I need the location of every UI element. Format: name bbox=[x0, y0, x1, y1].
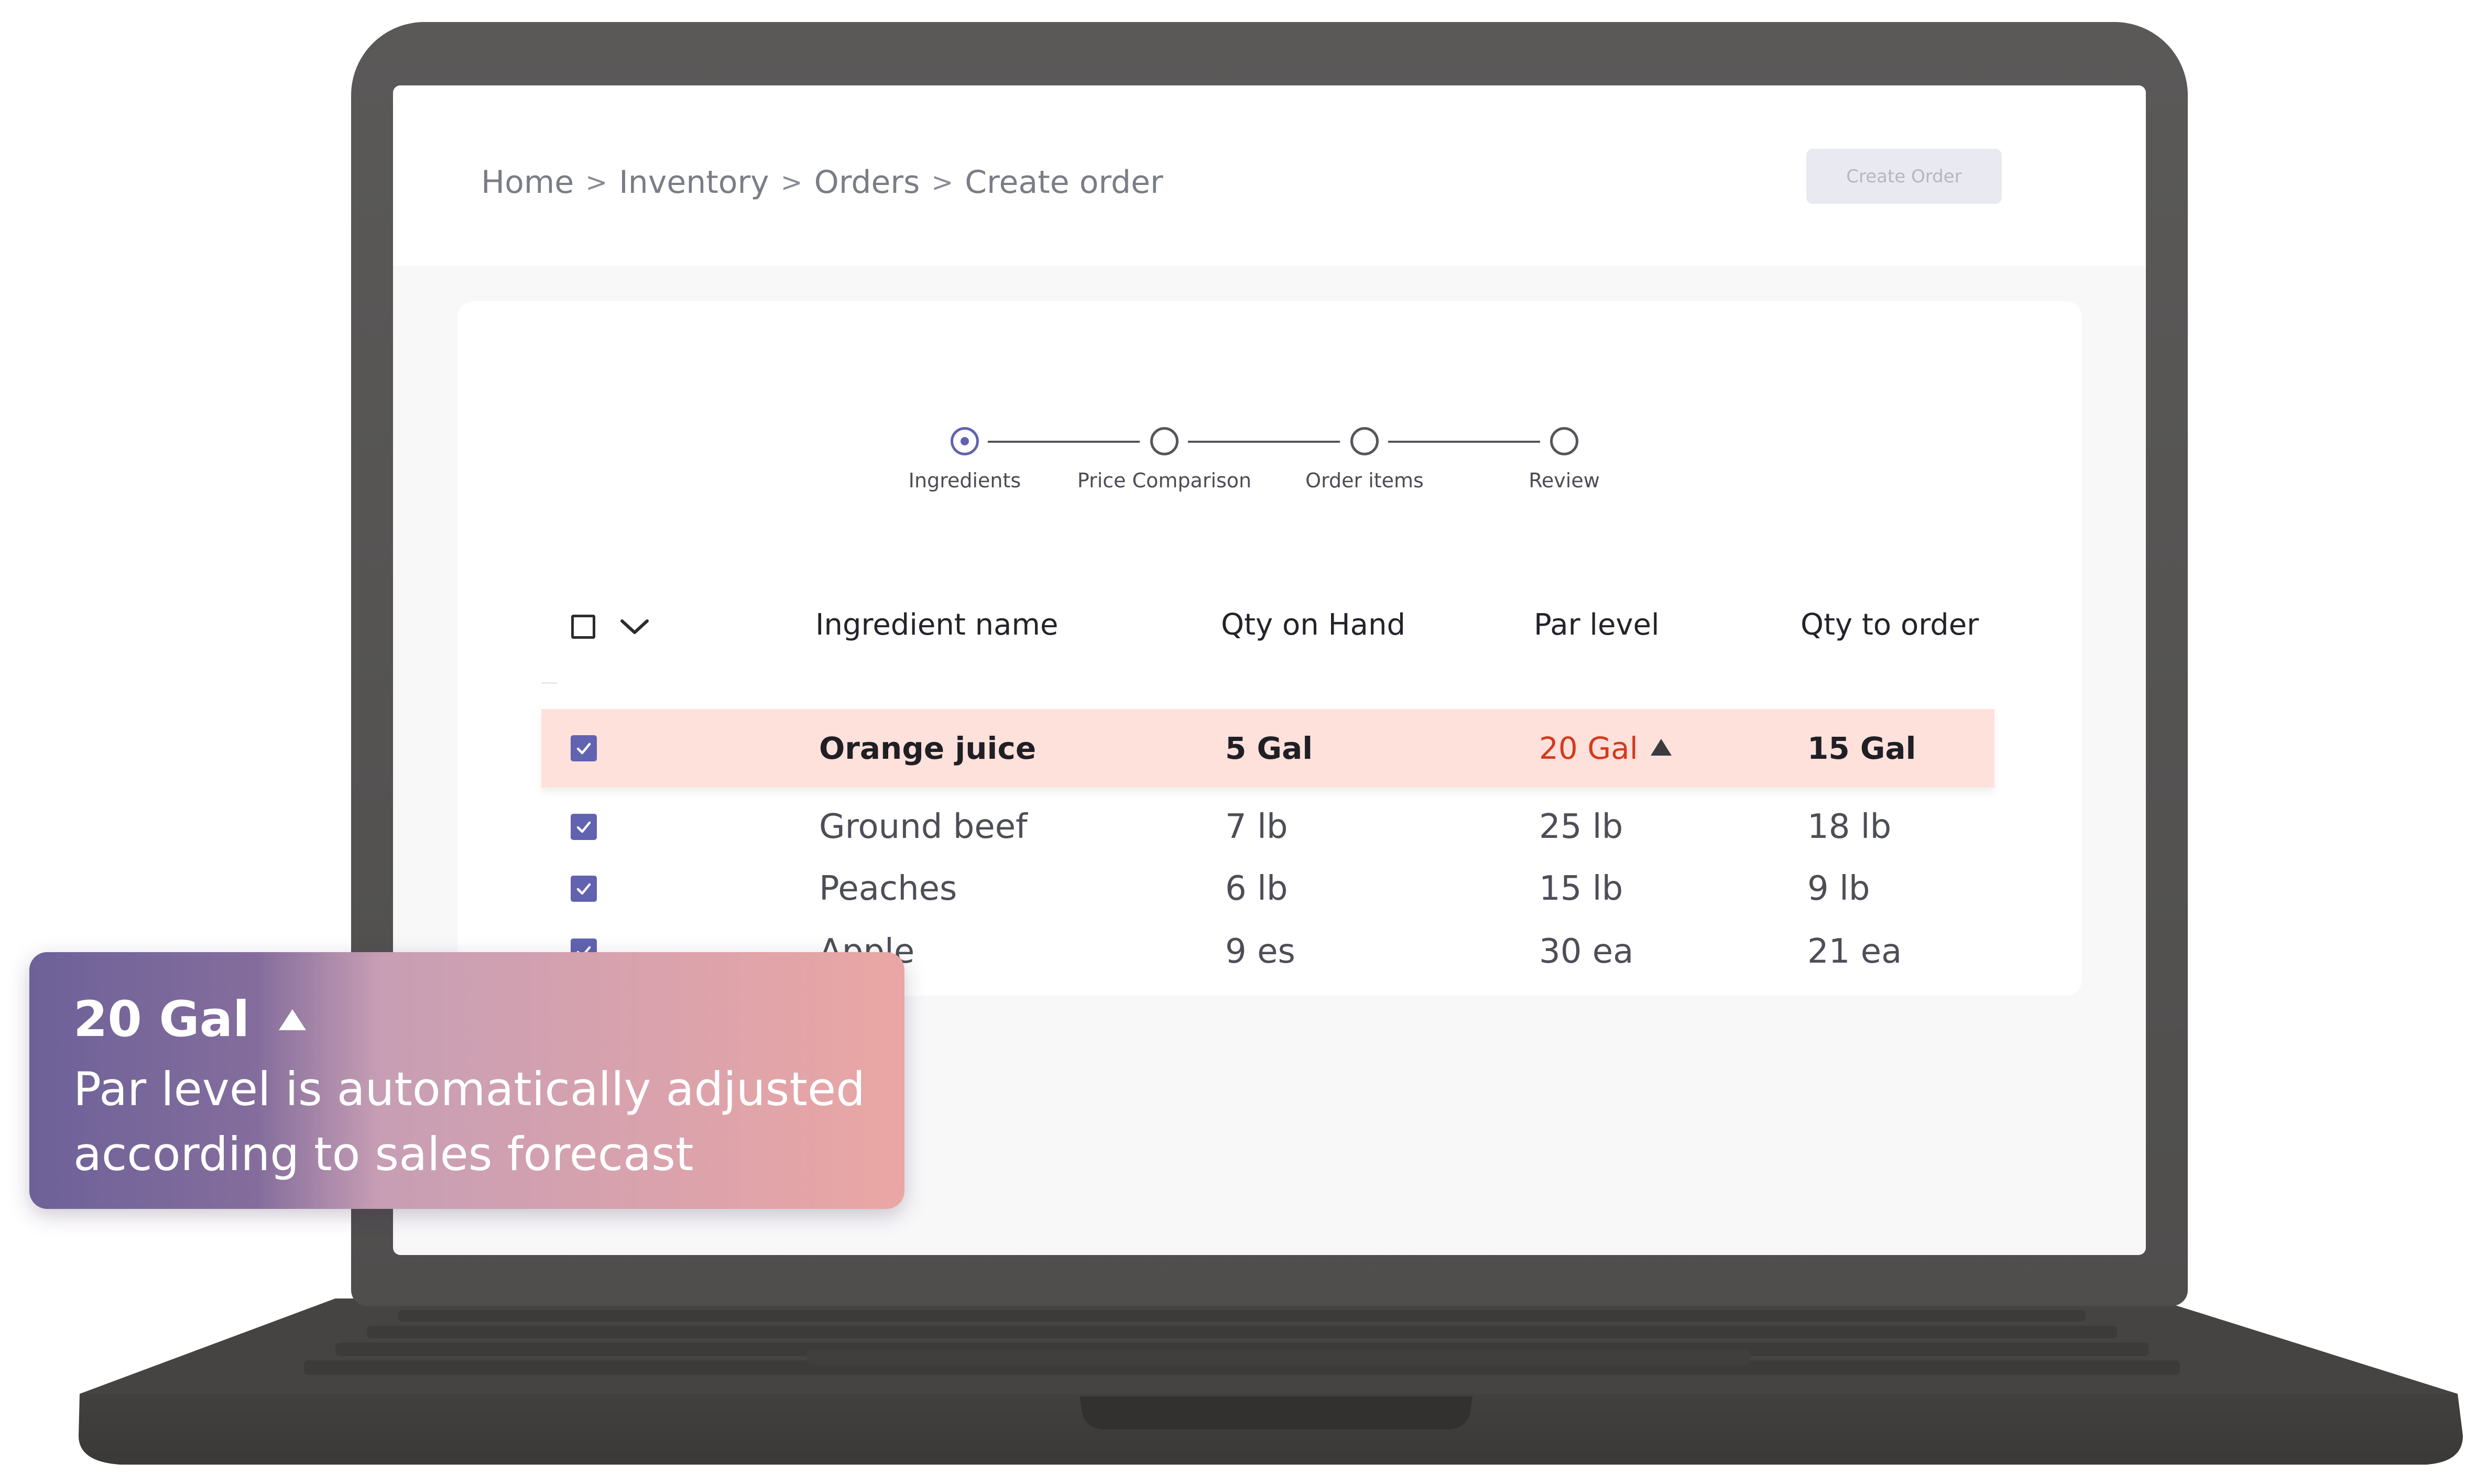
cell-qty-to-order: 9 lb bbox=[1807, 869, 1870, 908]
callout-value: 20 Gal bbox=[73, 991, 250, 1048]
cell-ingredient-name: Orange juice bbox=[819, 730, 1037, 766]
par-level-callout: 20 Gal Par level is automatically adjust… bbox=[29, 952, 904, 1209]
header-par-level[interactable]: Par level bbox=[1534, 608, 1660, 642]
breadcrumb-separator: > bbox=[931, 167, 954, 198]
step-ingredients-label: Ingredients bbox=[908, 469, 1021, 492]
cell-qty-on-hand: 9 es bbox=[1225, 932, 1295, 971]
table-row[interactable]: Orange juice 5 Gal 20 Gal 15 Gal bbox=[541, 709, 1994, 788]
step-review-dot[interactable] bbox=[1550, 427, 1578, 455]
stepper-connector bbox=[1188, 441, 1340, 443]
cell-qty-to-order: 21 ea bbox=[1807, 932, 1902, 971]
breadcrumb-separator: > bbox=[780, 167, 803, 198]
cell-qty-to-order: 15 Gal bbox=[1807, 730, 1916, 766]
callout-description: Par level is automatically adjusted acco… bbox=[73, 1057, 891, 1187]
select-all-checkbox[interactable] bbox=[571, 615, 595, 639]
cell-qty-on-hand: 5 Gal bbox=[1225, 730, 1313, 766]
stepper: Ingredients Price Comparison Order items… bbox=[457, 301, 2082, 492]
breadcrumb-inventory[interactable]: Inventory bbox=[619, 164, 769, 201]
row-checkbox[interactable] bbox=[571, 814, 597, 840]
cell-par-level: 20 Gal bbox=[1539, 730, 1672, 766]
step-price-comparison-dot[interactable] bbox=[1150, 427, 1179, 455]
arrow-up-icon bbox=[279, 1009, 307, 1030]
step-price-comparison-label: Price Comparison bbox=[1077, 469, 1252, 492]
row-checkbox[interactable] bbox=[571, 876, 597, 902]
par-level-value: 20 Gal bbox=[1539, 730, 1638, 766]
cell-qty-on-hand: 7 lb bbox=[1225, 808, 1288, 846]
cell-par-level: 25 lb bbox=[1539, 808, 1623, 846]
header-divider bbox=[541, 682, 557, 684]
breadcrumb-home[interactable]: Home bbox=[481, 164, 574, 201]
callout-line: according to sales forecast bbox=[73, 1127, 694, 1181]
breadcrumb-create-order: Create order bbox=[965, 164, 1163, 201]
check-icon bbox=[576, 743, 591, 755]
cell-qty-to-order: 18 lb bbox=[1807, 808, 1892, 846]
row-checkbox[interactable] bbox=[571, 735, 597, 761]
header-ingredient-name[interactable]: Ingredient name bbox=[815, 608, 1059, 642]
top-bar: Home > Inventory > Orders > Create order… bbox=[393, 85, 2146, 266]
header-qty-to-order[interactable]: Qty to order bbox=[1801, 608, 1979, 642]
cell-par-level: 30 ea bbox=[1539, 932, 1634, 971]
header-qty-on-hand[interactable]: Qty on Hand bbox=[1221, 608, 1405, 642]
breadcrumb: Home > Inventory > Orders > Create order bbox=[481, 156, 1163, 209]
step-review-label: Review bbox=[1529, 469, 1600, 492]
check-icon bbox=[576, 821, 591, 833]
table-row[interactable]: Ground beef 7 lb 25 lb 18 lb bbox=[541, 788, 1994, 866]
stepper-connector bbox=[1388, 441, 1540, 443]
app-screen: Home > Inventory > Orders > Create order… bbox=[393, 85, 2146, 1255]
breadcrumb-orders[interactable]: Orders bbox=[814, 164, 920, 201]
check-icon bbox=[576, 883, 591, 895]
step-order-items-dot[interactable] bbox=[1350, 427, 1379, 455]
step-order-items-label: Order items bbox=[1305, 469, 1424, 492]
arrow-up-icon bbox=[1650, 738, 1672, 756]
step-ingredients-dot[interactable] bbox=[951, 427, 979, 455]
callout-title: 20 Gal bbox=[73, 991, 307, 1048]
stepper-connector bbox=[988, 441, 1140, 443]
callout-line: Par level is automatically adjusted bbox=[73, 1062, 865, 1116]
chevron-down-icon[interactable] bbox=[619, 616, 650, 638]
order-card: Ingredients Price Comparison Order items… bbox=[457, 301, 2082, 996]
breadcrumb-separator: > bbox=[585, 167, 608, 198]
table-row[interactable]: Peaches 6 lb 15 lb 9 lb bbox=[541, 849, 1994, 928]
cell-par-level: 15 lb bbox=[1539, 869, 1623, 908]
cell-ingredient-name: Peaches bbox=[819, 869, 957, 908]
create-order-button[interactable]: Create Order bbox=[1806, 149, 2002, 204]
cell-qty-on-hand: 6 lb bbox=[1225, 869, 1288, 908]
cell-ingredient-name: Ground beef bbox=[819, 808, 1028, 846]
